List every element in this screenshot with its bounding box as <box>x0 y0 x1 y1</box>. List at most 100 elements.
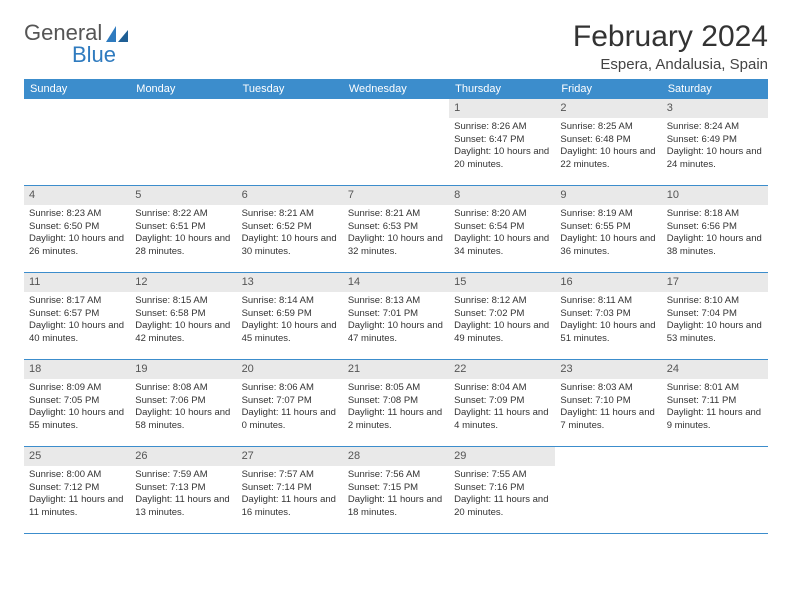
day-body: Sunrise: 8:05 AMSunset: 7:08 PMDaylight:… <box>343 381 449 437</box>
day-cell-empty <box>343 99 449 185</box>
day-body: Sunrise: 8:11 AMSunset: 7:03 PMDaylight:… <box>555 294 661 350</box>
sunrise-text: Sunrise: 7:57 AM <box>242 469 338 482</box>
sunset-text: Sunset: 7:14 PM <box>242 482 338 495</box>
sunrise-text: Sunrise: 8:00 AM <box>29 469 125 482</box>
sunrise-text: Sunrise: 8:11 AM <box>560 295 656 308</box>
daylight-text: Daylight: 10 hours and 49 minutes. <box>454 320 550 346</box>
day-cell: 1Sunrise: 8:26 AMSunset: 6:47 PMDaylight… <box>449 99 555 185</box>
sunrise-text: Sunrise: 8:25 AM <box>560 121 656 134</box>
day-cell: 2Sunrise: 8:25 AMSunset: 6:48 PMDaylight… <box>555 99 661 185</box>
sunset-text: Sunset: 7:05 PM <box>29 395 125 408</box>
day-number: 17 <box>662 273 768 292</box>
day-cell: 25Sunrise: 8:00 AMSunset: 7:12 PMDayligh… <box>24 447 130 533</box>
sunrise-text: Sunrise: 7:56 AM <box>348 469 444 482</box>
sunrise-text: Sunrise: 8:04 AM <box>454 382 550 395</box>
day-number: 10 <box>662 186 768 205</box>
daylight-text: Daylight: 11 hours and 0 minutes. <box>242 407 338 433</box>
daylight-text: Daylight: 10 hours and 47 minutes. <box>348 320 444 346</box>
day-cell-empty <box>130 99 236 185</box>
day-cell: 18Sunrise: 8:09 AMSunset: 7:05 PMDayligh… <box>24 360 130 446</box>
weekday-thursday: Thursday <box>449 79 555 99</box>
sunset-text: Sunset: 7:06 PM <box>135 395 231 408</box>
day-number: 14 <box>343 273 449 292</box>
weekday-wednesday: Wednesday <box>343 79 449 99</box>
day-body: Sunrise: 8:13 AMSunset: 7:01 PMDaylight:… <box>343 294 449 350</box>
title-block: February 2024 Espera, Andalusia, Spain <box>573 20 768 73</box>
sunrise-text: Sunrise: 8:10 AM <box>667 295 763 308</box>
week-row: 25Sunrise: 8:00 AMSunset: 7:12 PMDayligh… <box>24 447 768 534</box>
week-row: 18Sunrise: 8:09 AMSunset: 7:05 PMDayligh… <box>24 360 768 447</box>
weekday-tuesday: Tuesday <box>237 79 343 99</box>
day-body: Sunrise: 7:55 AMSunset: 7:16 PMDaylight:… <box>449 468 555 524</box>
day-number: 3 <box>662 99 768 118</box>
day-cell-empty <box>237 99 343 185</box>
day-cell: 5 Sunrise: 8:22 AMSunset: 6:51 PMDaylight… <box>130 186 236 272</box>
day-body: Sunrise: 8:12 AMSunset: 7:02 PMDaylight:… <box>449 294 555 350</box>
daylight-text: Daylight: 11 hours and 18 minutes. <box>348 494 444 520</box>
day-cell: 10Sunrise: 8:18 AMSunset: 6:56 PMDayligh… <box>662 186 768 272</box>
month-title: February 2024 <box>573 20 768 54</box>
day-cell: 20Sunrise: 8:06 AMSunset: 7:07 PMDayligh… <box>237 360 343 446</box>
day-cell-empty <box>662 447 768 533</box>
day-cell: 15 Sunrise: 8:12 AMSunset: 7:02 PMDayligh… <box>449 273 555 359</box>
week-row: 11Sunrise: 8:17 AMSunset: 6:57 PMDayligh… <box>24 273 768 360</box>
sunrise-text: Sunrise: 8:13 AM <box>348 295 444 308</box>
day-body: Sunrise: 8:10 AMSunset: 7:04 PMDaylight:… <box>662 294 768 350</box>
daylight-text: Daylight: 10 hours and 30 minutes. <box>242 233 338 259</box>
day-body: Sunrise: 8:08 AMSunset: 7:06 PMDaylight:… <box>130 381 236 437</box>
sunset-text: Sunset: 7:01 PM <box>348 308 444 321</box>
day-number: 15 <box>449 273 555 292</box>
sunset-text: Sunset: 7:16 PM <box>454 482 550 495</box>
weekday-saturday: Saturday <box>662 79 768 99</box>
day-cell: 19Sunrise: 8:08 AMSunset: 7:06 PMDayligh… <box>130 360 236 446</box>
sunrise-text: Sunrise: 8:09 AM <box>29 382 125 395</box>
day-cell: 17 Sunrise: 8:10 AMSunset: 7:04 PMDayligh… <box>662 273 768 359</box>
daylight-text: Daylight: 10 hours and 58 minutes. <box>135 407 231 433</box>
daylight-text: Daylight: 11 hours and 2 minutes. <box>348 407 444 433</box>
brand-part2: Blue <box>72 42 116 68</box>
location-text: Espera, Andalusia, Spain <box>573 56 768 73</box>
sunrise-text: Sunrise: 8:23 AM <box>29 208 125 221</box>
sunrise-text: Sunrise: 8:22 AM <box>135 208 231 221</box>
day-cell: 22Sunrise: 8:04 AMSunset: 7:09 PMDayligh… <box>449 360 555 446</box>
sunrise-text: Sunrise: 8:21 AM <box>348 208 444 221</box>
day-number: 16 <box>555 273 661 292</box>
day-body: Sunrise: 8:20 AMSunset: 6:54 PMDaylight:… <box>449 207 555 263</box>
day-cell: 29 Sunrise: 7:55 AMSunset: 7:16 PMDayligh… <box>449 447 555 533</box>
day-body: Sunrise: 8:03 AMSunset: 7:10 PMDaylight:… <box>555 381 661 437</box>
day-number: 5 <box>130 186 236 205</box>
sunset-text: Sunset: 7:08 PM <box>348 395 444 408</box>
day-cell: 27Sunrise: 7:57 AMSunset: 7:14 PMDayligh… <box>237 447 343 533</box>
sunrise-text: Sunrise: 8:24 AM <box>667 121 763 134</box>
day-cell: 6Sunrise: 8:21 AMSunset: 6:52 PMDaylight… <box>237 186 343 272</box>
sunrise-text: Sunrise: 8:01 AM <box>667 382 763 395</box>
daylight-text: Daylight: 11 hours and 20 minutes. <box>454 494 550 520</box>
daylight-text: Daylight: 11 hours and 7 minutes. <box>560 407 656 433</box>
day-body: Sunrise: 8:21 AMSunset: 6:52 PMDaylight:… <box>237 207 343 263</box>
day-cell: 8Sunrise: 8:20 AMSunset: 6:54 PMDaylight… <box>449 186 555 272</box>
brand-logo: General Blue <box>24 20 164 68</box>
daylight-text: Daylight: 10 hours and 36 minutes. <box>560 233 656 259</box>
day-cell: 12Sunrise: 8:15 AMSunset: 6:58 PMDayligh… <box>130 273 236 359</box>
day-body: Sunrise: 7:56 AMSunset: 7:15 PMDaylight:… <box>343 468 449 524</box>
day-body: Sunrise: 8:22 AMSunset: 6:51 PMDaylight:… <box>130 207 236 263</box>
day-number: 29 <box>449 447 555 466</box>
day-cell: 28 Sunrise: 7:56 AMSunset: 7:15 PMDayligh… <box>343 447 449 533</box>
sunset-text: Sunset: 7:03 PM <box>560 308 656 321</box>
daylight-text: Daylight: 11 hours and 11 minutes. <box>29 494 125 520</box>
day-body: Sunrise: 8:24 AMSunset: 6:49 PMDaylight:… <box>662 120 768 176</box>
sunrise-text: Sunrise: 8:08 AM <box>135 382 231 395</box>
sunrise-text: Sunrise: 8:20 AM <box>454 208 550 221</box>
day-number: 28 <box>343 447 449 466</box>
sunrise-text: Sunrise: 8:17 AM <box>29 295 125 308</box>
day-number: 27 <box>237 447 343 466</box>
day-number: 1 <box>449 99 555 118</box>
weekday-monday: Monday <box>130 79 236 99</box>
daylight-text: Daylight: 11 hours and 13 minutes. <box>135 494 231 520</box>
daylight-text: Daylight: 11 hours and 4 minutes. <box>454 407 550 433</box>
day-number: 9 <box>555 186 661 205</box>
sunrise-text: Sunrise: 8:21 AM <box>242 208 338 221</box>
sunrise-text: Sunrise: 8:15 AM <box>135 295 231 308</box>
day-cell: 7Sunrise: 8:21 AMSunset: 6:53 PMDaylight… <box>343 186 449 272</box>
sunset-text: Sunset: 6:50 PM <box>29 221 125 234</box>
